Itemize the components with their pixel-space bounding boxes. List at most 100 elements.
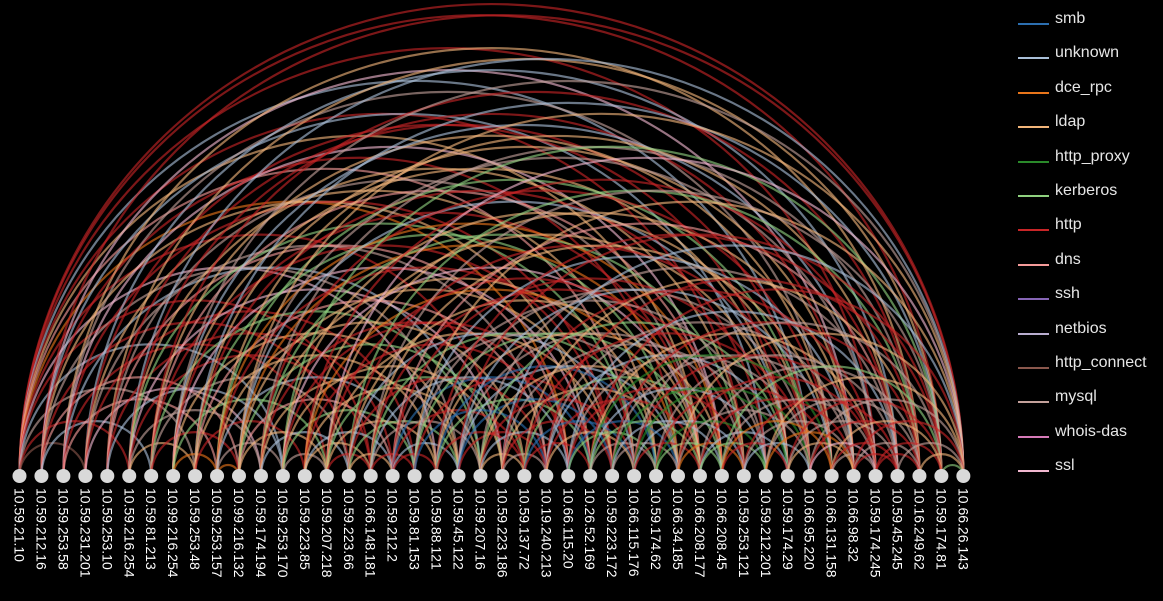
node-circle[interactable] [627,469,642,483]
node-label: 10.59.174.81 [933,488,949,570]
node-circle[interactable] [802,469,817,483]
link-arc-http_proxy [589,354,833,477]
legend-label: kerberos [1055,181,1118,199]
legend-swatch [1018,332,1049,335]
link-arc-http [150,431,241,477]
node-circle[interactable] [649,469,664,483]
node-label: 10.59.223.172 [604,488,620,578]
node-circle[interactable] [890,469,905,483]
node-label: 10.59.21.10 [12,488,28,562]
link-arc-http [457,431,548,477]
node-circle[interactable] [144,469,159,483]
node-label: 10.59.174.29 [780,488,796,570]
node-circle[interactable] [758,469,773,483]
node-circle[interactable] [934,469,949,483]
node-circle[interactable] [122,469,137,483]
legend-swatch [1018,435,1049,438]
legend-swatch [1018,263,1049,266]
node-circle[interactable] [780,469,795,483]
node-circle[interactable] [407,469,422,483]
link-arc-http [194,189,767,477]
link-arc-mysql [369,189,943,477]
node-circle[interactable] [736,469,751,483]
legend-swatch [1018,160,1049,163]
link-arc-dns [18,167,636,477]
node-label: 10.59.81.153 [407,488,423,570]
link-arc-http [457,233,943,477]
node-circle[interactable] [297,469,312,483]
node-circle[interactable] [385,469,400,483]
node-circle[interactable] [692,469,707,483]
link-arc-unknown [742,441,811,477]
node-label: 10.59.253.157 [209,488,225,578]
node-circle[interactable] [583,469,598,483]
node-circle[interactable] [912,469,927,483]
legend-label: ssh [1055,285,1080,303]
node-circle[interactable] [363,469,378,483]
node-circle[interactable] [868,469,883,483]
link-arc-smb [457,398,614,477]
node-circle[interactable] [473,469,488,483]
link-arc-http [18,299,372,477]
link-arc-http [874,441,943,477]
node-circle[interactable] [671,469,685,483]
node-circle[interactable] [232,469,246,483]
node-circle[interactable] [210,469,225,483]
node-circle[interactable] [78,469,93,483]
node-circle[interactable] [561,469,576,483]
node-circle[interactable] [253,469,268,483]
link-arc-ldap [918,452,965,477]
node-circle[interactable] [824,469,839,483]
node-circle[interactable] [341,469,356,483]
legend-swatch [1018,470,1049,473]
link-arc-ldap [369,244,833,477]
link-arc-mysql [742,420,855,477]
link-arc-ldap [413,200,965,477]
node-circle[interactable] [275,469,290,483]
link-arc-kerberos [128,222,636,477]
node-circle[interactable] [714,469,729,483]
node-label: 10.59.253.170 [275,488,291,578]
node-circle[interactable] [605,469,620,483]
node-label: 10.59.88.121 [429,488,445,570]
link-arc-unknown [259,431,350,477]
legend-label: ldap [1055,113,1086,131]
node-circle[interactable] [846,469,861,483]
link-arc-http [676,376,877,477]
link-arc-unknown [589,387,767,477]
link-arc-kerberos [150,310,482,477]
legend-label: http_connect [1055,353,1147,371]
legend-label: ssl [1055,457,1075,475]
link-arc-unknown [391,441,460,477]
node-label: 10.59.253.48 [187,488,203,570]
node-label: 10.66.115.176 [626,488,642,577]
link-arc-unknown [128,57,965,477]
node-label: 10.66.115.20 [560,488,576,569]
legend-item-netbios: netbios [1018,318,1163,352]
node-circle[interactable] [495,469,510,483]
node-label: 10.59.81.213 [143,488,159,570]
node-circle[interactable] [429,469,444,483]
node-circle[interactable] [539,469,554,483]
node-circle[interactable] [517,469,532,483]
node-label: 10.59.216.254 [121,488,137,578]
link-arc-ldap [128,441,197,477]
node-circle[interactable] [188,469,203,483]
node-circle[interactable] [319,469,334,483]
node-circle[interactable] [12,469,27,483]
node-label: 10.66.148.181 [363,488,379,578]
node-circle[interactable] [956,469,971,483]
node-circle[interactable] [56,469,71,483]
node-circle[interactable] [166,469,181,483]
legend-item-http_connect: http_connect [1018,352,1163,386]
node-circle[interactable] [34,469,49,483]
node-circle[interactable] [451,469,466,483]
link-arc-mysql [764,398,921,477]
link-arc-http [501,288,877,477]
link-arc-unknown [106,387,284,477]
legend-swatch [1018,194,1049,197]
link-arc-http [84,310,416,477]
link-arc-ldap [523,277,921,477]
node-circle[interactable] [100,469,115,483]
link-arc-http_proxy [654,420,767,477]
